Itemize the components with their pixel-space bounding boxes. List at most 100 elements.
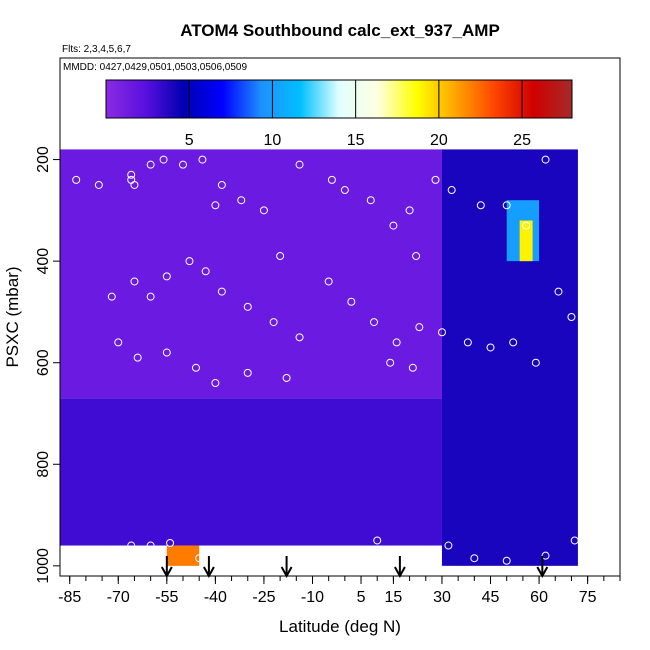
- y-axis-label: PSXC (mbar): [3, 266, 22, 367]
- flight-point: [502, 556, 511, 565]
- flight-point: [237, 196, 246, 205]
- flight-point: [146, 292, 155, 301]
- flight-point: [389, 221, 398, 230]
- flight-point: [127, 170, 136, 179]
- flight-point: [554, 287, 563, 296]
- flight-point: [243, 302, 252, 311]
- y-axis: 200 400 600 800 1000: [35, 146, 60, 584]
- flight-point: [386, 358, 395, 367]
- flight-point: [444, 541, 453, 550]
- flight-point: [162, 272, 171, 281]
- flight-point: [408, 363, 417, 372]
- flight-point: [211, 201, 220, 210]
- flight-point: [195, 554, 204, 563]
- flight-point: [185, 257, 194, 266]
- flight-point: [463, 338, 472, 347]
- x-tick-label: 60: [530, 589, 548, 606]
- flight-point: [72, 175, 81, 184]
- flight-point: [114, 338, 123, 347]
- flight-point: [470, 554, 479, 563]
- flight-point: [133, 353, 142, 362]
- flight-point: [366, 196, 375, 205]
- flight-point: [347, 297, 356, 306]
- flight-point: [217, 180, 226, 189]
- flight-point: [282, 373, 291, 382]
- flight-point: [269, 318, 278, 327]
- flight-point: [405, 206, 414, 215]
- x-tick-label: 30: [433, 589, 451, 606]
- flight-point: [327, 175, 336, 184]
- flight-point: [567, 313, 576, 321]
- flight-point: [259, 559, 268, 568]
- heatmap-field: [60, 149, 578, 566]
- flight-point: [191, 363, 200, 372]
- flight-point: [295, 333, 304, 342]
- flight-point: [502, 201, 511, 210]
- flight-point: [570, 536, 579, 545]
- x-tick-label: -55: [155, 589, 178, 606]
- x-tick-label: 15: [385, 589, 403, 606]
- y-tick-label: 1000: [35, 548, 52, 584]
- flight-point: [405, 556, 414, 565]
- flight-point: [130, 180, 139, 189]
- colorbar-tick-label: 10: [264, 132, 282, 149]
- flight-point: [431, 175, 440, 184]
- flight-point: [146, 160, 155, 169]
- flight-point: [392, 338, 401, 347]
- flight-point: [412, 252, 421, 261]
- flight-arrow: [280, 556, 293, 579]
- flight-point: [437, 328, 446, 337]
- flight-point: [541, 155, 550, 164]
- colorbar-tick-label: 15: [347, 132, 365, 149]
- heatmap-cell: [166, 545, 200, 566]
- y-tick-label: 400: [35, 248, 52, 275]
- flight-arrow: [394, 556, 406, 579]
- flight-arrow: [203, 556, 215, 579]
- chart-title: ATOM4 Southbound calc_ext_937_AMP: [180, 21, 500, 40]
- y-tick-label: 200: [35, 146, 52, 173]
- flight-point: [308, 556, 317, 565]
- colorbar-tick-label: 20: [430, 132, 448, 149]
- x-tick-label: -85: [58, 589, 81, 606]
- flight-point: [531, 358, 540, 367]
- x-tick-label: 5: [357, 589, 366, 606]
- flight-point: [324, 277, 333, 286]
- flight-point: [94, 180, 103, 189]
- flight-point: [415, 323, 424, 332]
- flight-point: [340, 186, 349, 195]
- x-tick-label: -70: [107, 589, 130, 606]
- flights-subtitle: Flts: 2,3,4,5,6,7: [62, 44, 131, 55]
- flight-points: [72, 155, 579, 568]
- x-tick-label: -40: [204, 589, 227, 606]
- flight-point: [217, 287, 226, 296]
- flight-point: [369, 318, 378, 327]
- heatmap-cell: [519, 220, 533, 262]
- flight-point: [541, 551, 550, 560]
- dates-subtitle: MMDD: 0427,0429,0501,0503,0506,0509: [63, 62, 247, 73]
- flight-point: [486, 343, 495, 352]
- flight-point: [509, 338, 518, 347]
- x-tick-label: -25: [252, 589, 275, 606]
- flight-point: [211, 379, 220, 388]
- colorbar-ticks: 5 10 15 20 25: [185, 80, 531, 149]
- x-tick-label: 75: [579, 589, 597, 606]
- x-axis: -85 -70 -55 -40 -25 -10 5 15 30 45 60 75: [58, 576, 621, 606]
- x-tick-label: -10: [301, 589, 324, 606]
- flight-point: [224, 556, 233, 565]
- flight-point: [295, 160, 304, 169]
- flight-point: [162, 348, 171, 357]
- flight-point: [243, 368, 252, 377]
- flight-point: [340, 554, 349, 563]
- flight-point: [201, 267, 210, 276]
- heatmap-cell: [60, 398, 442, 546]
- flight-point: [259, 206, 268, 215]
- heatmap-cell: [60, 149, 442, 399]
- flight-point: [373, 536, 382, 545]
- flight-point: [107, 292, 116, 301]
- plot-frame: [59, 57, 621, 577]
- flight-point: [159, 155, 168, 164]
- y-tick-label: 600: [35, 349, 52, 376]
- flight-point: [130, 277, 139, 286]
- flight-point: [146, 541, 155, 550]
